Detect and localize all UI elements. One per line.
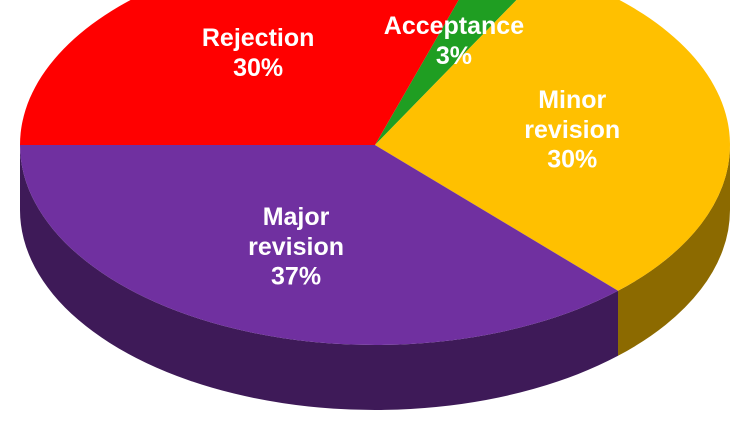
slice: [20, 0, 459, 145]
category-label: Minor revision: [524, 86, 620, 144]
category-label: Acceptance: [384, 12, 524, 40]
slice: [375, 0, 517, 145]
category-label: Rejection: [202, 24, 315, 52]
slice: [375, 0, 730, 291]
value-label: 3%: [436, 42, 472, 70]
value-label: 30%: [547, 146, 597, 174]
category-label: Major revision: [248, 202, 344, 260]
slice-side: [20, 145, 619, 410]
value-label: 37%: [271, 262, 321, 290]
slice-side: [618, 145, 730, 356]
value-label: 30%: [233, 54, 283, 82]
slice: [20, 145, 619, 345]
